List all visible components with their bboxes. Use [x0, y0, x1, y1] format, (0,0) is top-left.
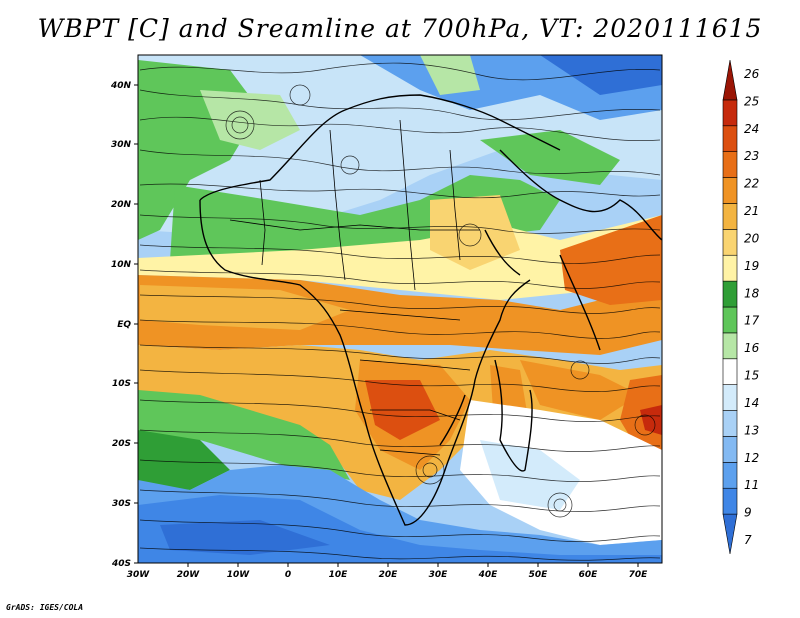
colorbar-swatch	[722, 436, 738, 463]
colorbar-label: 16	[744, 341, 760, 355]
map-title: WBPT [C] and Sreamline at 700hPa, VT: 20…	[37, 14, 763, 43]
colorbar-swatch	[722, 280, 738, 308]
lat-label: 20N	[111, 200, 132, 210]
colorbar-label: 7	[744, 533, 752, 547]
colorbar-swatch	[722, 203, 738, 230]
colorbar-label: 20	[744, 231, 760, 245]
colorbar-swatch	[722, 462, 738, 489]
lat-label: 20S	[112, 439, 131, 449]
map-plot-area	[138, 55, 662, 563]
lat-label: 30N	[111, 140, 132, 150]
lat-label: 40S	[111, 559, 131, 569]
lon-label: 30W	[127, 570, 151, 580]
colorbar: 7 9 11 12 13 14 15 16 17 18 19 20 21 22 23 24 25 26	[722, 59, 760, 555]
colorbar-swatch	[722, 358, 738, 385]
colorbar-label: 21	[744, 204, 759, 218]
colorbar-swatch	[722, 513, 738, 555]
colorbar-swatch	[722, 254, 738, 282]
colorbar-swatch	[722, 99, 738, 127]
colorbar-label: 19	[744, 259, 759, 273]
colorbar-label: 14	[744, 396, 759, 410]
lon-label: 20E	[379, 570, 399, 580]
colorbar-swatch	[722, 151, 738, 178]
latitude-labels: 40N 30N 20N 10N EQ 10S 20S 30S 40S	[110, 81, 132, 569]
colorbar-label: 26	[744, 67, 760, 81]
lon-label: 60E	[579, 570, 599, 580]
colorbar-swatch	[722, 306, 738, 334]
colorbar-label: 15	[744, 369, 759, 383]
colorbar-label: 11	[744, 478, 759, 492]
map-frame	[137, 54, 663, 564]
credit-text: GrADS: IGES/COLA	[6, 603, 84, 612]
lon-label: 0	[285, 570, 291, 580]
colorbar-swatch	[722, 125, 738, 152]
lat-label: 10N	[111, 260, 132, 270]
colorbar-swatch	[722, 384, 738, 411]
colorbar-label: 9	[744, 506, 752, 520]
colorbar-label: 25	[744, 94, 759, 108]
longitude-labels: 30W 20W 10W 0 10E 20E 30E 40E 50E 60E 70…	[127, 570, 648, 580]
colorbar-swatch	[722, 59, 738, 101]
lat-label: EQ	[117, 320, 131, 330]
colorbar-label: 13	[744, 423, 759, 437]
colorbar-swatch	[722, 177, 738, 204]
lon-label: 30E	[429, 570, 449, 580]
lon-label: 50E	[529, 570, 549, 580]
lon-label: 70E	[629, 570, 649, 580]
colorbar-label: 18	[744, 286, 760, 300]
lon-label: 10E	[329, 570, 349, 580]
colorbar-label: 22	[744, 177, 759, 191]
lon-label: 40E	[478, 570, 499, 580]
lon-label: 10W	[227, 570, 251, 580]
colorbar-label: 12	[744, 451, 759, 465]
colorbar-label: 24	[744, 122, 759, 136]
lon-label: 20W	[177, 570, 201, 580]
colorbar-label: 17	[744, 314, 760, 328]
colorbar-swatch	[722, 229, 738, 256]
lat-label: 40N	[110, 81, 132, 91]
colorbar-swatch	[722, 487, 738, 515]
lat-label: 30S	[112, 499, 131, 509]
colorbar-label: 23	[744, 149, 759, 163]
colorbar-swatch	[722, 410, 738, 437]
colorbar-swatch	[722, 332, 738, 360]
lat-label: 10S	[112, 379, 131, 389]
